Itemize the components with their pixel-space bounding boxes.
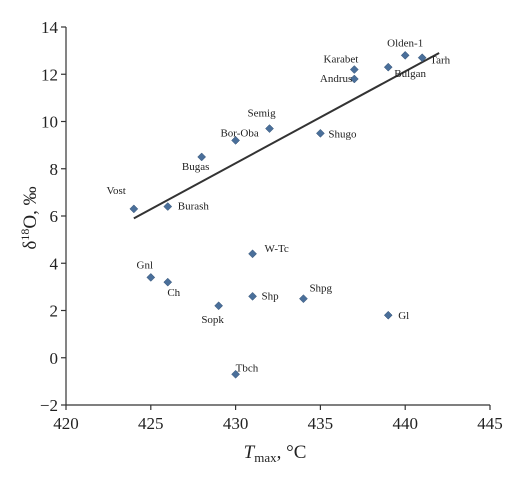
data-point-marker <box>383 62 393 72</box>
data-point-marker <box>417 53 427 63</box>
x-tick-label: 435 <box>308 414 334 433</box>
data-point-marker <box>299 294 308 304</box>
data-point-marker <box>129 204 139 214</box>
x-tick-label: 440 <box>392 414 418 433</box>
data-point-label: Tarh <box>430 55 450 67</box>
x-tick-label: 420 <box>53 414 79 433</box>
y-axis-title: δ18O, ‰ <box>18 186 41 249</box>
data-point-marker <box>316 128 325 138</box>
data-point-label: Sopk <box>201 314 224 326</box>
data-point-label: Semig <box>247 108 276 120</box>
data-point-label: Ch <box>167 287 180 299</box>
data-point-label: Bulgan <box>394 68 426 80</box>
data-point-label: Bugas <box>182 161 210 173</box>
data-point-labels: Vost Burash Bugas Bor-Oba Semig Shugo Karabet A… <box>106 37 450 374</box>
data-point-marker <box>197 152 207 162</box>
x-tick-label: 445 <box>477 414 503 433</box>
data-point-label: Shugo <box>328 128 357 140</box>
data-point-marker <box>349 74 359 84</box>
y-tick-label: 2 <box>50 302 59 321</box>
data-point-marker <box>231 136 240 145</box>
y-tick-label: 12 <box>41 65 58 84</box>
data-point-marker <box>248 249 257 259</box>
x-tick-label: 425 <box>138 414 164 433</box>
data-point-marker <box>265 124 274 133</box>
data-point-marker <box>231 369 240 379</box>
y-tick-label: 6 <box>50 207 59 226</box>
x-axis-ticks: 420 425 430 435 440 445 <box>53 405 503 433</box>
data-points <box>129 50 427 379</box>
plot-frame <box>65 27 490 406</box>
data-point-label: Gnl <box>137 259 154 271</box>
y-tick-label: −2 <box>40 396 58 415</box>
y-tick-label: 4 <box>50 254 59 273</box>
data-point-marker <box>349 65 359 74</box>
data-point-marker <box>400 50 410 60</box>
data-point-label: Gl <box>398 310 409 322</box>
trend-line-group <box>133 52 440 220</box>
data-point-marker <box>214 301 223 311</box>
data-point-label: Andrus <box>320 73 352 85</box>
y-axis-ticks: −2 0 2 4 6 8 10 12 14 <box>40 18 66 415</box>
data-point-label: Shpg <box>309 283 332 295</box>
data-point-label: Tbch <box>236 362 259 374</box>
y-tick-label: 14 <box>41 18 59 37</box>
data-point-marker <box>163 202 173 211</box>
data-point-label: Burash <box>178 201 210 213</box>
y-tick-label: 10 <box>41 113 58 132</box>
data-point-marker <box>163 277 173 287</box>
x-axis-title: Tmax, °C <box>244 442 307 465</box>
y-tick-label: 8 <box>50 160 59 179</box>
y-tick-label: 0 <box>50 349 59 368</box>
x-tick-label: 430 <box>223 414 249 433</box>
data-point-label: Vost <box>106 185 125 197</box>
data-point-label: W-Tc <box>265 243 289 255</box>
data-point-marker <box>146 273 156 282</box>
data-point-label: Olden-1 <box>387 37 423 49</box>
data-point-label: Shp <box>262 290 280 302</box>
data-point-marker <box>383 310 393 320</box>
data-point-label: Karabet <box>324 54 359 66</box>
trend-line <box>133 52 440 220</box>
data-point-marker <box>248 291 257 301</box>
data-point-label: Bor-Oba <box>220 127 258 139</box>
